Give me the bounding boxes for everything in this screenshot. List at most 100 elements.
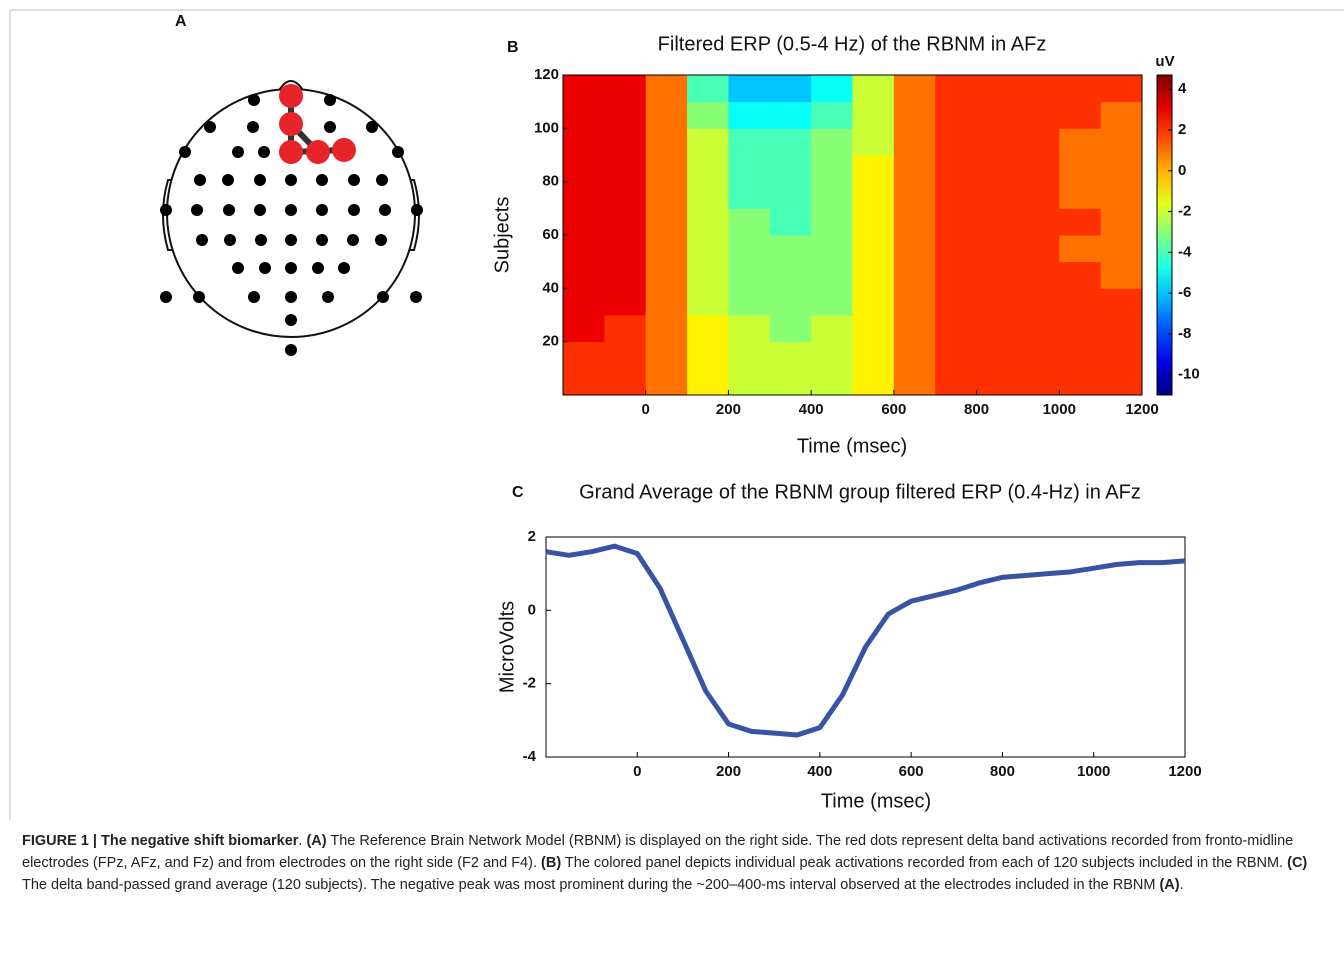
heatmap-cell [976, 128, 1019, 156]
heatmap-cell [1059, 368, 1102, 396]
electrode [255, 234, 267, 246]
caption-run: (A) [1159, 877, 1180, 893]
heatmap-cell [769, 235, 812, 263]
heatmap-cell [1100, 235, 1143, 263]
heatmap-cell [604, 315, 647, 343]
colorbar-tick-label: 2 [1178, 121, 1186, 138]
heatmap-cell [1059, 261, 1102, 289]
heatmap-cell [687, 288, 729, 316]
heatmap-cell [1059, 155, 1102, 183]
heatmap-cell [687, 128, 729, 156]
heatmap-cell [893, 368, 936, 396]
x-tick-label: 200 [716, 763, 741, 780]
heatmap-cell [976, 101, 1019, 129]
active-electrode [279, 84, 303, 108]
electrode [191, 204, 203, 216]
heatmap-cell [852, 181, 895, 209]
heatmap-cell [852, 368, 895, 396]
heatmap-cell [1059, 288, 1102, 316]
caption-run: (C) [1287, 855, 1308, 871]
heatmap-cell [1059, 128, 1102, 156]
heatmap-cell [728, 181, 771, 209]
x-tick-label: 400 [799, 401, 824, 418]
heatmap-cell [852, 315, 895, 343]
electrode [285, 234, 297, 246]
heatmap-cell [645, 181, 688, 209]
x-tick-label: 600 [899, 763, 924, 780]
heatmap-cell [1100, 128, 1143, 156]
heatmap-cell [935, 128, 978, 156]
heatmap-cell [604, 208, 647, 236]
heatmap-cell [935, 315, 978, 343]
heatmap-cell [976, 155, 1019, 183]
electrode [196, 234, 208, 246]
electrode [247, 121, 259, 133]
x-tick-label: 0 [642, 401, 650, 418]
heatmap-cell [1100, 315, 1143, 343]
heatmap-cell [563, 235, 605, 263]
heatmap-cell [1017, 368, 1060, 396]
electrode [204, 121, 216, 133]
active-electrode [279, 140, 303, 164]
heatmap-cell [976, 341, 1019, 369]
electrode [324, 94, 336, 106]
heatmap-cell [687, 235, 729, 263]
heatmap-cell [976, 75, 1019, 103]
electrode [285, 204, 297, 216]
electrode [224, 234, 236, 246]
heatmap-cell [811, 341, 853, 369]
active-electrode [279, 112, 303, 136]
electrode [160, 204, 172, 216]
heatmap-cell [976, 181, 1019, 209]
heatmap-cell [1017, 261, 1060, 289]
heatmap-cell [769, 128, 812, 156]
heatmap-cell [728, 75, 771, 103]
heatmap-cell [1100, 341, 1143, 369]
heatmap-cell [645, 341, 688, 369]
heatmap-cell [811, 368, 853, 396]
x-tick-label: 400 [807, 763, 832, 780]
heatmap-cell [811, 235, 853, 263]
heatmap-cell [893, 208, 936, 236]
heatmap-cell [604, 261, 647, 289]
caption-run: The colored panel depicts individual pea… [561, 855, 1288, 871]
electrode [324, 121, 336, 133]
heatmap-cell [811, 155, 853, 183]
heatmap-cell [769, 155, 812, 183]
electrode [316, 204, 328, 216]
heatmap-cell [687, 181, 729, 209]
head-map [160, 80, 423, 356]
heatmap-cell [563, 208, 605, 236]
heatmap-cell [935, 208, 978, 236]
heatmap-cell [1059, 75, 1102, 103]
heatmap-cell [1100, 75, 1143, 103]
colorbar-tick-label: 4 [1178, 80, 1187, 97]
electrode [347, 234, 359, 246]
heatmap-cell [563, 288, 605, 316]
electrode [312, 262, 324, 274]
heatmap-cell [976, 368, 1019, 396]
caption-run: FIGURE 1 | The negative shift biomarker [22, 833, 299, 849]
active-electrode [332, 138, 356, 162]
heatmap-cell [604, 181, 647, 209]
heatmap-cell [1100, 101, 1143, 129]
heatmap-cell [645, 315, 688, 343]
colorbar-tick-label: -6 [1178, 284, 1191, 301]
x-tick-label: 1000 [1043, 401, 1076, 418]
heatmap-cell [1100, 288, 1143, 316]
electrode [322, 291, 334, 303]
electrode [316, 234, 328, 246]
heatmap-cell [1017, 101, 1060, 129]
x-tick-label: 1000 [1077, 763, 1110, 780]
heatmap-cell [811, 75, 853, 103]
heatmap-cell [687, 315, 729, 343]
heatmap-cell [893, 261, 936, 289]
panel-label: B [507, 39, 519, 56]
heatmap-cell [893, 128, 936, 156]
heatmap-cell [893, 155, 936, 183]
caption: FIGURE 1 | The negative shift biomarker.… [22, 830, 1322, 896]
heatmap-cell [811, 181, 853, 209]
electrode [411, 204, 423, 216]
heatmap-cell [893, 288, 936, 316]
